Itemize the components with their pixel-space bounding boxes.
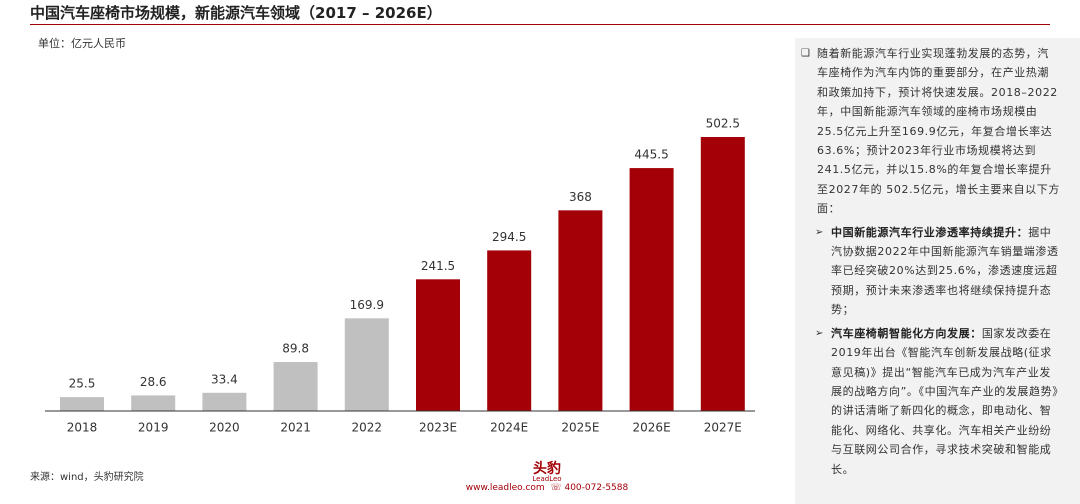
value-label: 89.8 <box>282 342 309 356</box>
point-text: 国家发改委在2019年出台《智能汽车创新发展战略(征求意见稿)》提出“智能汽车已… <box>831 326 1059 476</box>
value-label: 502.5 <box>706 117 740 131</box>
bar <box>558 210 603 411</box>
value-label: 445.5 <box>634 148 668 162</box>
value-label: 33.4 <box>211 372 238 386</box>
intro-text: 随着新能源汽车行业实现蓬勃发展的态势，汽车座椅作为汽车内饰的重要部分，在产业热潮… <box>817 47 1060 216</box>
x-tick-label: 2026E <box>633 421 671 435</box>
value-label: 368 <box>569 190 592 204</box>
bar <box>131 395 176 411</box>
chart-title: 中国汽车座椅市场规模，新能源汽车领域（2017 – 2026E） <box>30 4 442 22</box>
bar <box>60 397 104 411</box>
x-tick-label: 2023E <box>419 421 457 435</box>
brand-en: LeadLeo <box>532 475 562 483</box>
source-note: 来源：wind，头豹研究院 <box>30 472 144 483</box>
point-text: 据中汽协数据2022年中国新能源汽车销量端渗透率已经突破20%达到25.6%，渗… <box>831 225 1059 317</box>
footer: 头豹 LeadLeo www.leadleo.com ☏ 400-072-5588 <box>462 458 632 493</box>
brand: 头豹 <box>533 461 561 477</box>
bar <box>273 362 318 411</box>
x-tick-label: 2020 <box>209 421 240 435</box>
point: ➢ 汽车座椅朝智能化方向发展：国家发改委在2019年出台《智能汽车创新发展战略(征… <box>815 326 1059 476</box>
bar <box>629 168 674 411</box>
point: ➢ 中国新能源汽车行业渗透率持续提升：据中汽协数据2022年中国新能源汽车销量端渗… <box>815 225 1059 317</box>
bar <box>416 279 460 411</box>
bar <box>202 392 247 411</box>
value-label: 294.5 <box>492 230 526 244</box>
bar <box>700 137 745 411</box>
value-label: 28.6 <box>140 375 167 389</box>
x-tick-label: 2021 <box>280 421 311 435</box>
x-tick-label: 2025E <box>561 421 599 435</box>
x-tick-label: 2018 <box>67 421 98 435</box>
website: www.leadleo.com <box>465 483 545 493</box>
bar <box>344 318 389 411</box>
bar <box>487 250 532 411</box>
point-heading: 中国新能源汽车行业渗透率持续提升： <box>831 225 1029 239</box>
title-rule <box>30 24 1050 25</box>
x-tick-label: 2019 <box>138 421 169 435</box>
x-tick-label: 2022 <box>352 421 383 435</box>
side-panel: ❑ 随着新能源汽车行业实现蓬勃发展的态势，汽车座椅作为汽车内饰的重要部分，在产业热… <box>795 38 1080 504</box>
value-label: 25.5 <box>69 377 96 391</box>
x-tick-label: 2024E <box>490 421 528 435</box>
value-label: 169.9 <box>350 298 384 312</box>
unit-label: 单位：亿元人民币 <box>38 37 126 50</box>
value-label: 241.5 <box>421 259 455 273</box>
chart: 25.5 2018 28.6 2019 33.4 2020 89.8 2021 169.9 202… <box>45 117 755 435</box>
phone: 400-072-5588 <box>564 483 629 493</box>
x-tick-label: 2027E <box>704 421 742 435</box>
intro: ❑ 随着新能源汽车行业实现蓬勃发展的态势，汽车座椅作为汽车内饰的重要部分，在产业热… <box>801 44 1060 219</box>
point-heading: 汽车座椅朝智能化方向发展： <box>831 326 982 340</box>
